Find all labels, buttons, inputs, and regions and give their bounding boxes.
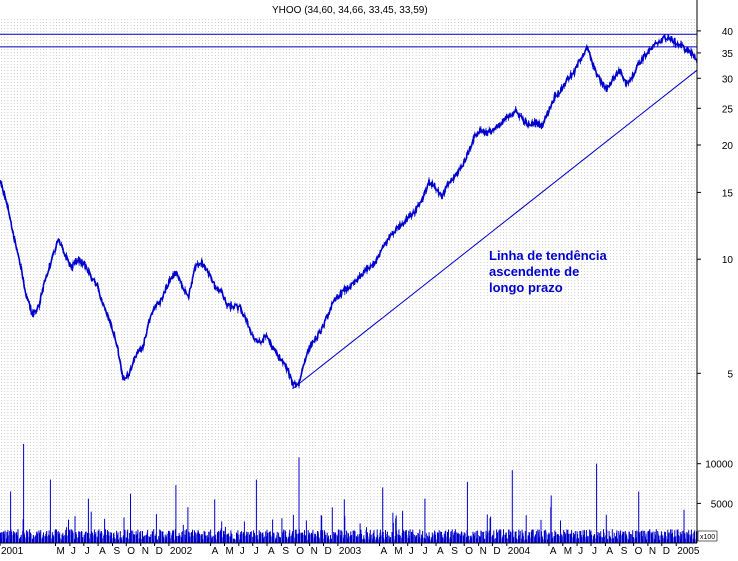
price-tick-label: 5 bbox=[727, 369, 733, 380]
time-tick-label: A bbox=[212, 546, 219, 556]
volume-tick-label: 10000 bbox=[705, 460, 733, 471]
time-tick-label: M bbox=[564, 546, 572, 556]
volume-tick-label: 5000 bbox=[711, 499, 734, 510]
time-tick-label: S bbox=[451, 546, 458, 556]
price-tick-label: 30 bbox=[722, 74, 734, 85]
trend-annotation-line-1: Linha de tendência bbox=[489, 248, 608, 263]
time-tick-label: M bbox=[57, 546, 65, 556]
volume-bars bbox=[0, 443, 698, 543]
time-tick-label: A bbox=[99, 546, 106, 556]
time-tick-label: J bbox=[254, 546, 259, 556]
time-tick-label: O bbox=[465, 546, 473, 556]
time-tick-label: D bbox=[663, 546, 670, 556]
time-axis: 2001 M J J A S O N D 2002 A M J J A S O N D 2003 A M J J A S O N D 20… bbox=[0, 543, 700, 557]
time-tick-label: A bbox=[268, 546, 275, 556]
reference-lines bbox=[0, 33, 698, 390]
price-tick-label: 25 bbox=[722, 104, 734, 115]
chart-frame bbox=[0, 0, 698, 544]
price-series bbox=[0, 34, 698, 389]
time-tick-label: J bbox=[240, 546, 245, 556]
time-tick-label: A bbox=[381, 546, 388, 556]
time-tick-label: J bbox=[85, 546, 90, 556]
time-tick-label: J bbox=[423, 546, 428, 556]
time-tick-label: N bbox=[311, 546, 318, 556]
time-tick-label: 2002 bbox=[170, 546, 193, 556]
time-tick-label: O bbox=[127, 546, 135, 556]
time-tick-label: 2004 bbox=[508, 546, 531, 556]
time-tick-label: D bbox=[493, 546, 500, 556]
time-tick-label: S bbox=[114, 546, 121, 556]
time-tick-label: S bbox=[621, 546, 628, 556]
price-tick-label: 20 bbox=[722, 141, 734, 152]
volume-axis: 5000 10000 bbox=[697, 460, 734, 510]
time-tick-label: S bbox=[282, 546, 289, 556]
volume-scale-label: x100 bbox=[700, 534, 715, 541]
trend-annotation-line-2: ascendente de bbox=[489, 264, 579, 279]
time-tick-label: A bbox=[437, 546, 444, 556]
price-tick-label: 15 bbox=[722, 188, 734, 199]
time-tick-label: O bbox=[296, 546, 304, 556]
trend-line bbox=[292, 69, 698, 390]
price-axis: 5 10 15 20 25 30 35 40 bbox=[697, 27, 733, 380]
time-tick-label: M bbox=[394, 546, 402, 556]
time-tick-label: 2001 bbox=[1, 546, 24, 556]
time-tick-label: N bbox=[649, 546, 656, 556]
price-tick-label: 10 bbox=[722, 255, 734, 266]
time-tick-label: M bbox=[226, 546, 234, 556]
time-tick-label: N bbox=[142, 546, 149, 556]
time-tick-label: D bbox=[325, 546, 332, 556]
price-tick-label: 40 bbox=[722, 27, 734, 38]
time-tick-label: A bbox=[606, 546, 613, 556]
time-tick-label: J bbox=[592, 546, 597, 556]
time-tick-label: D bbox=[156, 546, 163, 556]
time-tick-label: J bbox=[409, 546, 414, 556]
time-tick-label: 2005 bbox=[677, 546, 700, 556]
time-tick-label: J bbox=[578, 546, 583, 556]
time-tick-label: N bbox=[480, 546, 487, 556]
chart-title: YHOO (34,60, 34,66, 33,45, 33,59) bbox=[272, 5, 428, 16]
time-tick-label: A bbox=[550, 546, 557, 556]
time-tick-label: O bbox=[635, 546, 643, 556]
price-tick-label: 35 bbox=[722, 49, 734, 60]
trend-annotation-line-3: longo prazo bbox=[489, 280, 563, 295]
time-tick-label: 2003 bbox=[339, 546, 362, 556]
volume-scale-box bbox=[697, 530, 718, 542]
time-tick-label: J bbox=[71, 546, 76, 556]
